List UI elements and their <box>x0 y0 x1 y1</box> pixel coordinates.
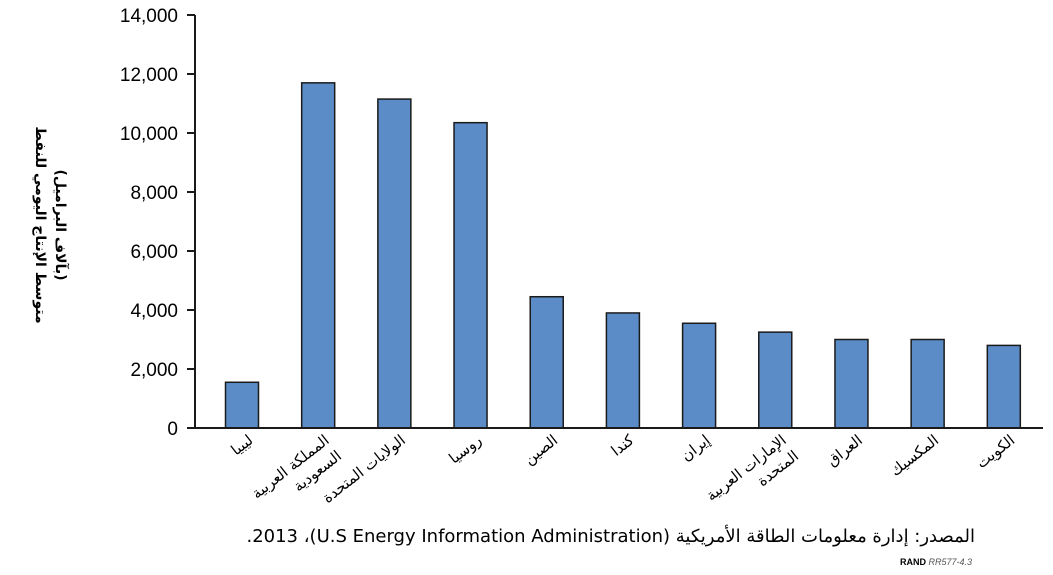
bar-4 <box>453 121 488 429</box>
bar-11 <box>986 344 1022 429</box>
x-tick-label: كندا <box>608 430 638 459</box>
bar-8 <box>758 331 793 429</box>
x-tick-label-group: العراق <box>823 431 866 470</box>
y-axis-label-units: (بآلاف البراميل) <box>52 169 70 280</box>
y-tick-label: 4,000 <box>130 301 178 322</box>
x-tick-label-group: كندا <box>608 430 638 459</box>
x-tick-label-group: ليبيا <box>227 431 256 459</box>
y-tick-label: 14,000 <box>120 6 178 27</box>
bar-5 <box>529 295 564 429</box>
x-tick-label: العراق <box>823 431 866 470</box>
x-tick-label-group: روسيا <box>445 431 485 467</box>
y-tick-label: 10,000 <box>120 124 178 145</box>
x-tick-label-group: الكويت <box>973 431 1019 472</box>
source-note: المصدر: إدارة معلومات الطاقة الأمريكية (… <box>246 526 975 547</box>
bar-6 <box>605 312 641 429</box>
y-tick-label: 0 <box>167 419 178 440</box>
x-tick-label: الصين <box>520 431 561 468</box>
y-axis-label: متوسط الإنتاج اليومي للنفط <box>32 126 48 323</box>
x-tick-label: إيران <box>677 431 713 465</box>
bar-7 <box>681 322 717 429</box>
axes <box>194 15 1043 429</box>
x-tick-label: روسيا <box>445 431 485 467</box>
credit-org: RAND <box>900 557 926 567</box>
y-axis-ticks: 0 2,000 4,000 6,000 8,000 10,000 12,000 14,000 <box>120 6 195 440</box>
y-tick-label: 2,000 <box>130 360 178 381</box>
bar-10 <box>910 338 945 429</box>
x-tick-label-group: المكسيك <box>887 431 942 480</box>
x-tick-label: الكويت <box>973 431 1019 472</box>
bar-9 <box>834 338 869 429</box>
y-tick-label: 8,000 <box>130 183 178 204</box>
credit-line: RAND RR577-4.3 <box>900 557 972 567</box>
credit-code: RR577-4.3 <box>928 557 973 567</box>
bar-1 <box>224 381 260 429</box>
x-tick-label: ليبيا <box>227 431 256 459</box>
bars <box>224 82 1022 429</box>
x-tick-label: المكسيك <box>887 431 942 480</box>
y-tick-label: 6,000 <box>130 242 178 263</box>
x-tick-label-group: إيران <box>677 431 713 465</box>
bar-3 <box>377 98 412 429</box>
x-tick-label-group: الصين <box>520 431 561 468</box>
bar-2 <box>300 82 336 429</box>
y-axis-label-group: متوسط الإنتاج اليومي للنفط (بآلاف البرام… <box>32 126 70 323</box>
y-tick-label: 12,000 <box>120 65 178 86</box>
